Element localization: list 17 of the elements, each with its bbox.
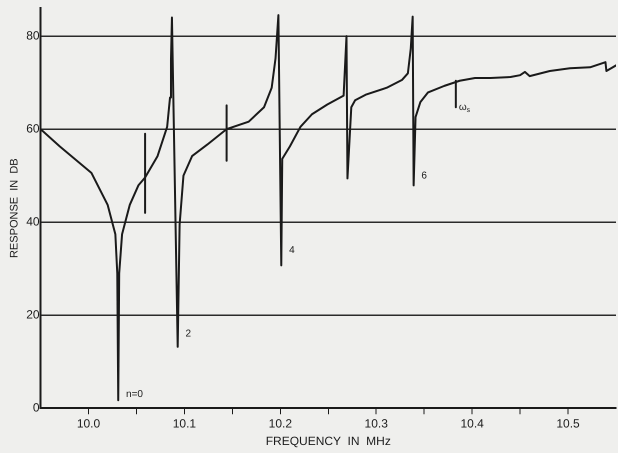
annotation: n=0 bbox=[126, 388, 144, 400]
annotation: 6 bbox=[421, 170, 428, 182]
y-tick-label: 80 bbox=[26, 28, 40, 42]
y-tick-label: 20 bbox=[26, 307, 40, 322]
y-tick-label: 60 bbox=[26, 121, 40, 136]
x-tick-label: 10.0 bbox=[76, 416, 101, 431]
x-tick-label: 10.4 bbox=[460, 416, 484, 431]
annotation: 2 bbox=[185, 328, 192, 340]
annotation: 4 bbox=[289, 244, 296, 256]
x-axis-title: FREQUENCY IN MHz bbox=[266, 434, 391, 448]
x-tick-label: 10.2 bbox=[268, 416, 292, 431]
x-tick-label: 10.3 bbox=[364, 416, 388, 431]
x-tick-label: 10.5 bbox=[556, 416, 580, 431]
y-axis-title: RESPONSE IN DB bbox=[8, 158, 21, 258]
x-tick-label: 10.1 bbox=[172, 416, 196, 431]
y-tick-label: 0 bbox=[32, 400, 40, 415]
y-tick-label: 40 bbox=[26, 214, 40, 228]
